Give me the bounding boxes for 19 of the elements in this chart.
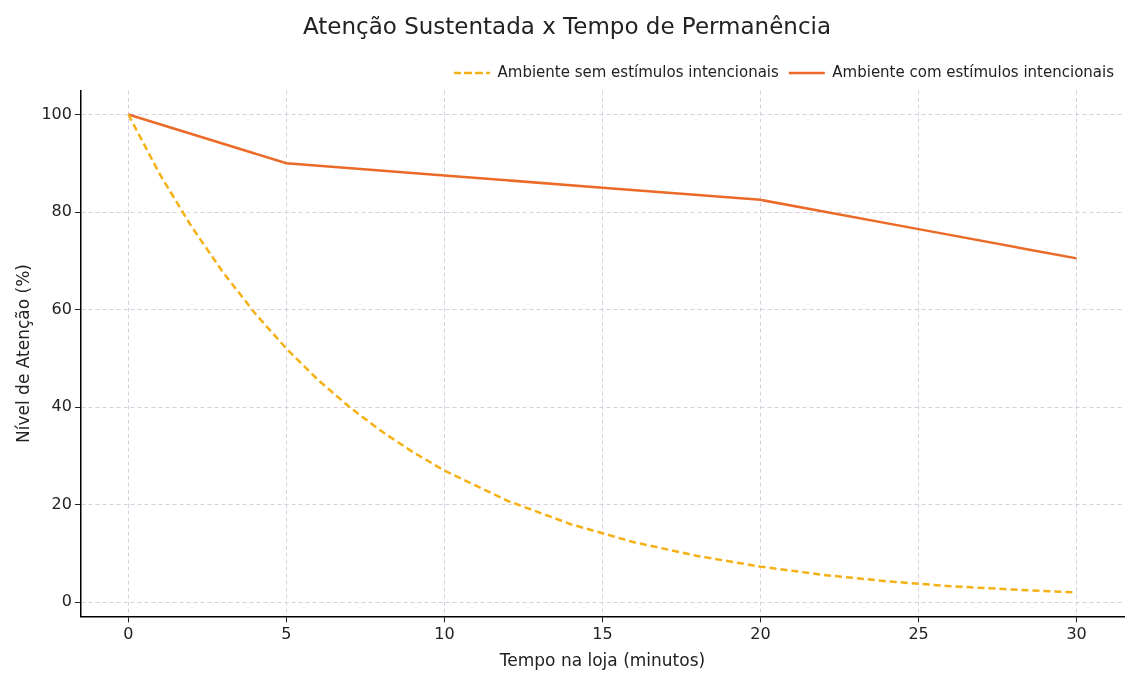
x-tick-label: 20 xyxy=(750,624,771,644)
y-tick-label: 60 xyxy=(51,298,72,318)
y-tick-label: 20 xyxy=(51,493,72,513)
x-tick-label: 25 xyxy=(908,624,929,644)
y-tick-label: 40 xyxy=(51,396,72,416)
x-tick-label: 15 xyxy=(592,624,613,644)
x-tick-label: 10 xyxy=(434,624,455,644)
y-tick-label: 0 xyxy=(61,591,72,611)
chart-title: Atenção Sustentada x Tempo de Permanência xyxy=(302,12,832,39)
x-tick-label: 0 xyxy=(123,624,134,644)
x-tick-label: 30 xyxy=(1066,624,1087,644)
legend-label: Ambiente sem estímulos intencionais xyxy=(497,62,779,81)
line-series xyxy=(127,113,1078,594)
y-axis-title: Nível de Atenção (%) xyxy=(12,264,33,443)
x-axis-title: Tempo na loja (minutos) xyxy=(498,650,706,671)
x-tick-label: 5 xyxy=(281,624,292,644)
y-tick-label: 80 xyxy=(51,201,72,221)
legend-label: Ambiente com estímulos intencionais xyxy=(832,62,1115,81)
y-tick-label: 100 xyxy=(41,103,72,123)
